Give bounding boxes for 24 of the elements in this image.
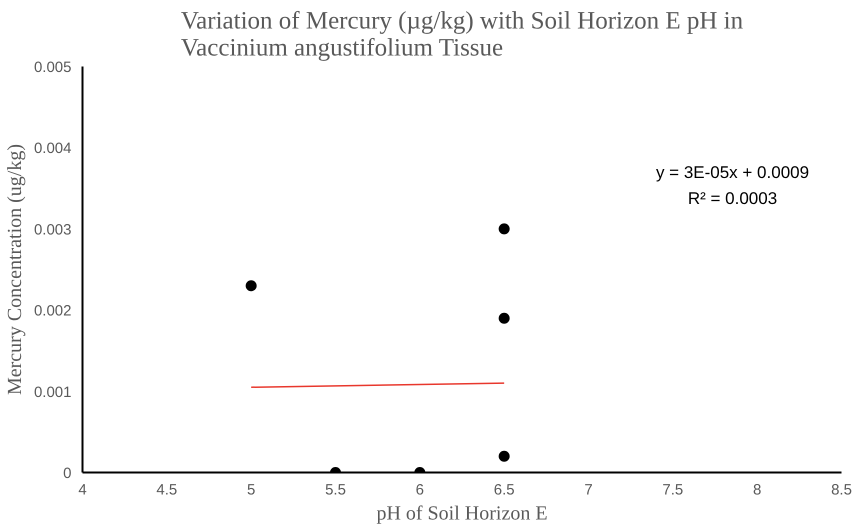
y-axis-title: Mercury Concentration (ug/kg) [4, 144, 26, 396]
y-tick-label: 0 [63, 465, 72, 482]
annotation: y = 3E-05x + 0.0009 [656, 163, 810, 182]
x-tick-label: 7 [584, 482, 593, 498]
x-tick-label: 4.5 [156, 482, 178, 498]
y-tick-label: 0.001 [34, 384, 72, 401]
x-tick-label: 7.5 [662, 482, 684, 498]
point [246, 280, 257, 292]
annotation: R² = 0.0003 [688, 189, 778, 208]
y-tick-label: 0.003 [34, 221, 72, 238]
y-tick-label: 0.002 [34, 302, 72, 320]
x-tick-label: 6 [416, 482, 424, 498]
x-tick-label: 5 [246, 482, 256, 498]
point [498, 312, 510, 324]
x-tick-label: 5.5 [325, 482, 346, 498]
x-tick-label: 8.5 [831, 482, 852, 498]
x-tick-label: 8 [752, 482, 762, 498]
point [498, 223, 510, 234]
y-tick-label: 0.004 [34, 140, 72, 158]
x-tick-label: 6.5 [494, 482, 515, 498]
chart-title: Variation of Mercury (µg/kg) with Soil Horizon E pH in Vaccinium angustifolium Tissue [180, 8, 744, 62]
x-tick-label: 4 [78, 482, 87, 498]
y-tick-label: 0.005 [34, 59, 72, 76]
x-axis-title: pH of Soil Horizon E [376, 502, 548, 524]
